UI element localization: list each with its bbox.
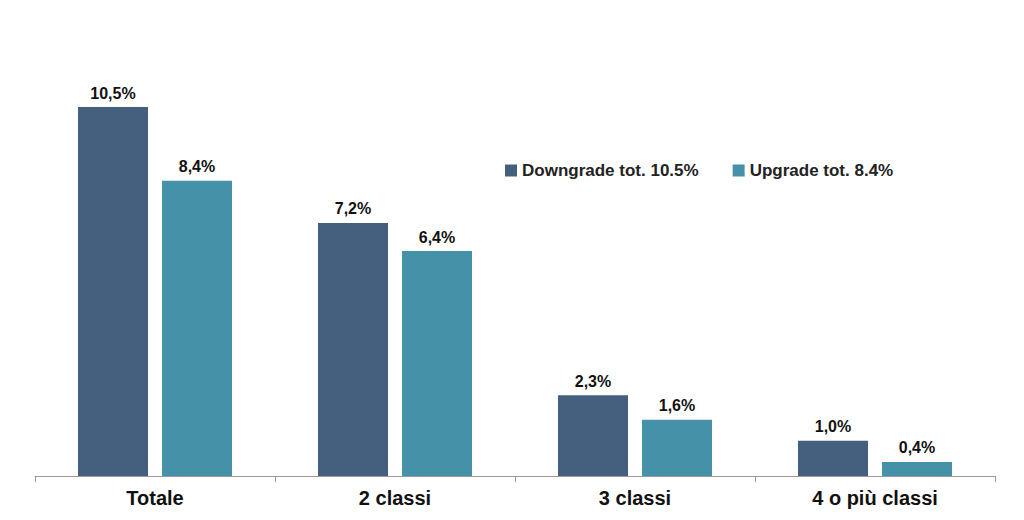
svg-text:Downgrade tot. 10.5%: Downgrade tot. 10.5% <box>522 161 699 180</box>
svg-text:2,3%: 2,3% <box>575 373 611 390</box>
svg-text:Totale: Totale <box>126 487 183 509</box>
svg-text:2 classi: 2 classi <box>359 487 431 509</box>
svg-text:6,4%: 6,4% <box>419 229 455 246</box>
svg-text:3 classi: 3 classi <box>599 487 671 509</box>
svg-text:0,4%: 0,4% <box>899 439 935 456</box>
svg-text:1,0%: 1,0% <box>815 418 851 435</box>
svg-text:Upgrade tot. 8.4%: Upgrade tot. 8.4% <box>750 161 894 180</box>
svg-text:7,2%: 7,2% <box>335 200 371 217</box>
svg-text:10,5%: 10,5% <box>90 85 135 102</box>
svg-text:1,6%: 1,6% <box>659 397 695 414</box>
svg-text:8,4%: 8,4% <box>179 158 215 175</box>
svg-text:4 o più classi: 4 o più classi <box>812 487 938 509</box>
